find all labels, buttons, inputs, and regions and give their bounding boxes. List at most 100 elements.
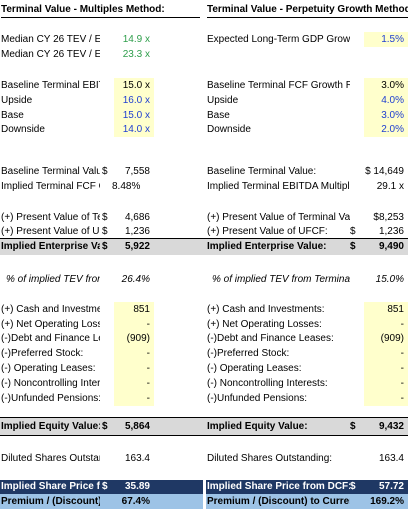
baseline-terminal-value-label[interactable]: Baseline Terminal Value: [1, 166, 100, 177]
pv-ufcf-value[interactable]: 1,236: [124, 226, 150, 237]
debt-value[interactable]: (909): [114, 331, 154, 346]
pct-tev-label-right[interactable]: % of implied TEV from Terminal Value: [212, 274, 350, 285]
median-tev-ebit-value[interactable]: 23.3 x: [122, 49, 150, 60]
leases-label-right[interactable]: (-) Operating Leases:: [207, 363, 302, 374]
pct-tev-label[interactable]: % of implied TEV from Terminal Value: [6, 274, 100, 285]
premium-label[interactable]: Premium / (Discount): [1, 496, 100, 507]
pv-terminal-value-label-right[interactable]: (+) Present Value of Terminal Value: [207, 212, 350, 223]
nol-value[interactable]: -: [114, 317, 154, 332]
median-tev-ebitda-label[interactable]: Median CY 26 TEV / EBITDA: [1, 34, 100, 45]
baseline-terminal-value[interactable]: 7,558: [124, 166, 150, 177]
nci-label[interactable]: (-) Noncontrolling Interests:: [1, 378, 100, 389]
preferred-value[interactable]: -: [114, 346, 154, 361]
baseline-terminal-value-label-right[interactable]: Baseline Terminal Value:: [207, 166, 317, 177]
debt-label-right[interactable]: (-)Debt and Finance Leases:: [207, 333, 334, 344]
downside-label[interactable]: Downside: [1, 124, 45, 135]
implied-fcf-growth-label[interactable]: Implied Terminal FCF Growth Rate: [1, 181, 100, 192]
equity-value-label-right[interactable]: Implied Equity Value:: [207, 421, 308, 432]
implied-ev-currency: $: [102, 241, 108, 252]
equity-value-right[interactable]: 9,432: [378, 421, 404, 432]
row-share-price: Implied Share Price from DCF: $ 35.89 Im…: [0, 480, 408, 494]
share-price-label[interactable]: Implied Share Price from DCF:: [1, 481, 100, 492]
gdp-growth-value[interactable]: 1.5%: [364, 32, 408, 47]
baseline-fcf-growth-value[interactable]: 3.0%: [364, 78, 408, 93]
base-label-right[interactable]: Base: [207, 110, 230, 121]
median-tev-ebit-label[interactable]: Median CY 26 TEV / EBIT: [1, 49, 100, 60]
pv-ufcf-label-right[interactable]: (+) Present Value of UFCF:: [207, 226, 328, 237]
base-multiple-value[interactable]: 15.0 x: [114, 108, 154, 123]
nci-value-right[interactable]: -: [364, 376, 408, 391]
pv-terminal-value[interactable]: 4,686: [124, 212, 150, 223]
cash-value-right[interactable]: 851: [364, 302, 408, 317]
perpetuity-header[interactable]: Terminal Value - Perpetuity Growth Metho…: [207, 2, 408, 18]
upside-label-right[interactable]: Upside: [207, 95, 239, 106]
cash-label[interactable]: (+) Cash and Investments:: [1, 304, 100, 315]
preferred-value-right[interactable]: -: [364, 346, 408, 361]
nci-value[interactable]: -: [114, 376, 154, 391]
pensions-value[interactable]: -: [114, 391, 154, 406]
debt-label[interactable]: (-)Debt and Finance Leases:: [1, 333, 100, 344]
equity-value[interactable]: 5,864: [124, 421, 150, 432]
debt-value-right[interactable]: (909): [364, 331, 408, 346]
downside-label-right[interactable]: Downside: [207, 124, 251, 135]
pv-ufcf-value-right[interactable]: 1,236: [378, 226, 404, 237]
nol-value-right[interactable]: -: [364, 317, 408, 332]
nci-label-right[interactable]: (-) Noncontrolling Interests:: [207, 378, 328, 389]
diluted-shares-label-right[interactable]: Diluted Shares Outstanding:: [207, 453, 333, 464]
pv-ufcf-label[interactable]: (+) Present Value of UFCF: [1, 226, 100, 237]
diluted-shares-label[interactable]: Diluted Shares Outstanding:: [1, 453, 100, 464]
baseline-terminal-value-right[interactable]: $ 14,649: [365, 166, 404, 177]
row-pv-ufcf: (+) Present Value of UFCF $ 1,236 (+) Pr…: [0, 224, 408, 239]
implied-ev-label[interactable]: Implied Enterprise Value: [1, 241, 100, 252]
row-terminal-value: Baseline Terminal Value $ 7,558 Baseline…: [0, 164, 408, 179]
base-growth-value[interactable]: 3.0%: [364, 108, 408, 123]
implied-ev-value-right[interactable]: 9,490: [378, 241, 404, 252]
row-baseline: Baseline Terminal EBITDA Multiple 15.0 x…: [0, 78, 408, 93]
pv-terminal-value-label[interactable]: (+) Present Value of Terminal Value: [1, 212, 100, 223]
cash-label-right[interactable]: (+) Cash and Investments:: [207, 304, 325, 315]
median-tev-ebitda-value[interactable]: 14.9 x: [122, 34, 150, 45]
pensions-label-right[interactable]: (-)Unfunded Pensions:: [207, 393, 308, 404]
leases-label[interactable]: (-) Operating Leases:: [1, 363, 96, 374]
leases-value[interactable]: -: [114, 361, 154, 376]
base-label[interactable]: Base: [1, 110, 24, 121]
upside-growth-value[interactable]: 4.0%: [364, 93, 408, 108]
equity-value-label[interactable]: Implied Equity Value:: [1, 421, 100, 432]
gdp-growth-label[interactable]: Expected Long-Term GDP Growth: [207, 34, 350, 45]
pv-terminal-value-right[interactable]: $8,253: [373, 212, 404, 223]
downside-growth-value[interactable]: 2.0%: [364, 122, 408, 137]
implied-ev-value[interactable]: 5,922: [124, 241, 150, 252]
share-price-value-right[interactable]: 57.72: [378, 481, 404, 492]
diluted-shares-value[interactable]: 163.4: [124, 453, 150, 464]
downside-multiple-value[interactable]: 14.0 x: [114, 122, 154, 137]
row-nci: (-) Noncontrolling Interests: - (-) Nonc…: [0, 376, 408, 391]
share-price-value[interactable]: 35.89: [124, 481, 150, 492]
pct-tev-value-right[interactable]: 15.0%: [375, 274, 404, 285]
upside-multiple-value[interactable]: 16.0 x: [114, 93, 154, 108]
nol-label-right[interactable]: (+) Net Operating Losses:: [207, 319, 322, 330]
pensions-value-right[interactable]: -: [364, 391, 408, 406]
leases-value-right[interactable]: -: [364, 361, 408, 376]
baseline-multiple-label[interactable]: Baseline Terminal EBITDA Multiple: [1, 80, 100, 91]
preferred-label[interactable]: (-)Preferred Stock:: [1, 348, 84, 359]
implied-ev-label-right[interactable]: Implied Enterprise Value:: [207, 241, 327, 252]
pct-tev-value[interactable]: 26.4%: [121, 274, 150, 285]
preferred-label-right[interactable]: (-)Preferred Stock:: [207, 348, 290, 359]
implied-fcf-growth-value[interactable]: 8.48%: [112, 181, 141, 192]
premium-label-right[interactable]: Premium / (Discount) to Current: [207, 496, 350, 507]
cash-value[interactable]: 851: [114, 302, 154, 317]
diluted-shares-value-right[interactable]: 163.4: [378, 453, 404, 464]
baseline-multiple-value[interactable]: 15.0 x: [114, 78, 154, 93]
equity-currency-right: $: [350, 421, 356, 432]
nol-label[interactable]: (+) Net Operating Losses:: [1, 319, 100, 330]
multiples-header[interactable]: Terminal Value - Multiples Method:: [1, 2, 200, 18]
pensions-label[interactable]: (-)Unfunded Pensions:: [1, 393, 100, 404]
upside-label[interactable]: Upside: [1, 95, 33, 106]
premium-value[interactable]: 67.4%: [121, 496, 150, 507]
share-price-label-right[interactable]: Implied Share Price from DCF:: [207, 481, 350, 492]
implied-ebitda-multiple-value[interactable]: 29.1 x: [376, 181, 404, 192]
baseline-fcf-growth-label[interactable]: Baseline Terminal FCF Growth Rate: [207, 80, 350, 91]
premium-value-right[interactable]: 169.2%: [370, 496, 404, 507]
implied-ebitda-multiple-label[interactable]: Implied Terminal EBITDA Multiple: [207, 181, 350, 192]
